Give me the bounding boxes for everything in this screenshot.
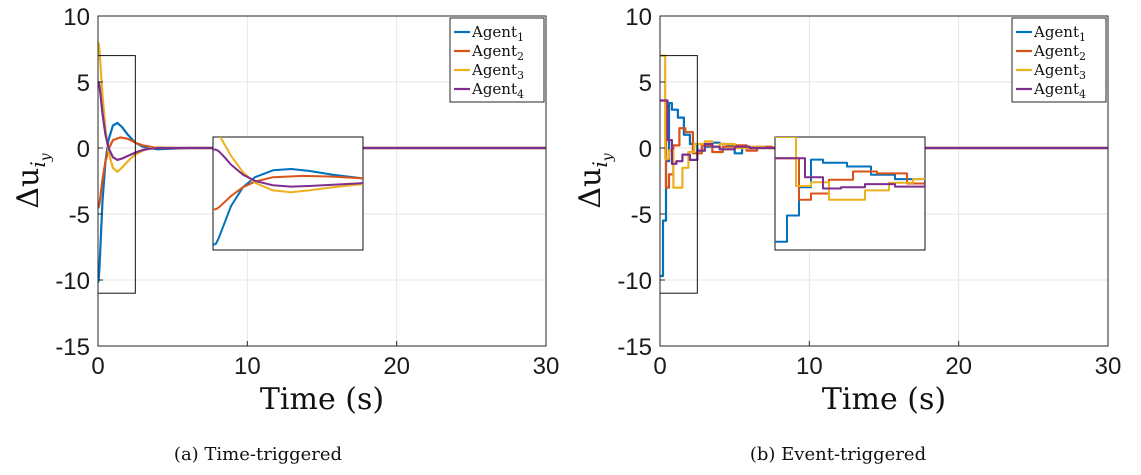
- y-tick-label: -15: [617, 334, 652, 361]
- y-tick-label: -10: [55, 268, 90, 295]
- zoom-inset: [212, 136, 364, 251]
- series-line-agent4: [98, 80, 546, 161]
- y-tick-label: -10: [617, 268, 652, 295]
- legend-label-text: Agent: [471, 61, 517, 79]
- x-tick-label: 30: [533, 353, 560, 380]
- zoom-inset-frame: [774, 136, 926, 251]
- legend-label-text: Agent: [1033, 23, 1079, 41]
- y-axis-label-sub: i: [588, 161, 612, 167]
- y-tick-label: -5: [69, 202, 90, 229]
- legend-label-agent3: Agent3: [471, 61, 524, 82]
- y-tick-label: 10: [625, 4, 652, 31]
- y-tick-label: 5: [639, 70, 652, 97]
- legend-label-sub: 4: [517, 88, 524, 101]
- legend-label-text: Agent: [1033, 80, 1079, 98]
- legend-label-text: Agent: [1033, 42, 1079, 60]
- legend-label-sub: 1: [1079, 31, 1086, 44]
- y-axis-label: Δuiy: [11, 152, 54, 208]
- x-tick-label: 10: [796, 353, 823, 380]
- inset-line-agent1: [213, 168, 363, 246]
- axes-box: [97, 15, 547, 347]
- x-tick-label: 0: [91, 353, 104, 380]
- y-tick-label: 5: [77, 70, 90, 97]
- inset-line-agent2: [213, 174, 363, 211]
- legend-label-text: Agent: [1033, 61, 1079, 79]
- x-tick-label: 10: [234, 353, 261, 380]
- series-line-agent3: [660, 54, 1108, 189]
- x-axis-label: Time (s): [822, 382, 946, 417]
- inset-line-agent3: [775, 137, 925, 201]
- legend-label-sub: 2: [517, 50, 524, 63]
- inset-line-agent3: [219, 137, 363, 194]
- legend-label-agent4: Agent4: [1033, 80, 1086, 101]
- y-tick-label: 0: [639, 136, 652, 163]
- y-axis-label-base: Δu: [573, 168, 608, 209]
- x-tick-label: 0: [653, 353, 666, 380]
- series-lines: [98, 41, 546, 283]
- legend-label-text: Agent: [471, 42, 517, 60]
- y-tick-label: 10: [63, 4, 90, 31]
- axes-box: [659, 15, 1109, 347]
- zoom-inset-lines: [213, 137, 363, 246]
- legend-label-agent3: Agent3: [1033, 61, 1086, 82]
- series-line-agent2: [660, 99, 1108, 189]
- y-axis-label: Δuiy: [573, 152, 616, 208]
- zoom-inset-lines: [775, 137, 925, 243]
- y-tick-label: 0: [77, 136, 90, 163]
- legend-label-sub: 4: [1079, 88, 1086, 101]
- caption-b: (b) Event-triggered: [750, 444, 926, 465]
- y-tick-label: -15: [55, 334, 90, 361]
- inset-line-agent4: [213, 148, 363, 188]
- caption-a: (a) Time-triggered: [174, 444, 342, 465]
- y-axis-label-subsub: y: [600, 152, 616, 162]
- legend-label-sub: 3: [517, 69, 524, 82]
- legend-label-agent2: Agent2: [1033, 42, 1086, 63]
- legend-label-agent1: Agent1: [1033, 23, 1086, 44]
- legend-label-agent2: Agent2: [471, 42, 524, 63]
- inset-line-agent4: [775, 157, 925, 190]
- x-axis-label: Time (s): [260, 382, 384, 417]
- legend-label-agent4: Agent4: [471, 80, 524, 101]
- x-tick-label: 20: [383, 353, 410, 380]
- legend-label-text: Agent: [471, 80, 517, 98]
- zoom-inset: [774, 136, 926, 251]
- legend-label-sub: 1: [517, 31, 524, 44]
- legend-label-agent1: Agent1: [471, 23, 524, 44]
- y-tick-label: -5: [631, 202, 652, 229]
- y-axis-label-base: Δu: [11, 168, 46, 209]
- y-axis-label-sub: i: [26, 161, 50, 167]
- x-tick-label: 30: [1095, 353, 1122, 380]
- legend-label-sub: 2: [1079, 50, 1086, 63]
- legend-label-text: Agent: [471, 23, 517, 41]
- inset-line-agent2: [775, 157, 925, 201]
- y-axis-label-subsub: y: [38, 152, 54, 162]
- x-tick-label: 20: [945, 353, 972, 380]
- legend-label-sub: 3: [1079, 69, 1086, 82]
